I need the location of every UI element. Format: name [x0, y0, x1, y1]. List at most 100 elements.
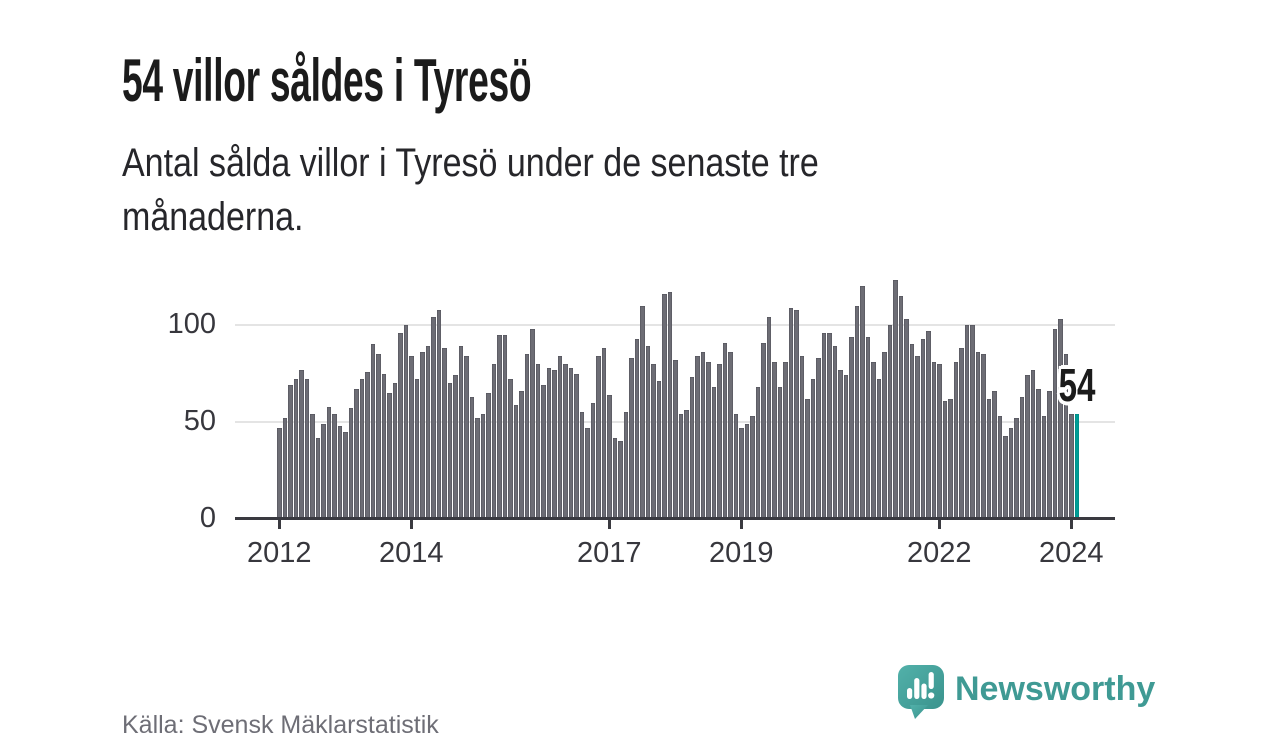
bar: [502, 334, 508, 519]
y-axis-tick-label: 100: [167, 308, 216, 340]
bar: [948, 398, 953, 519]
bar: [838, 369, 843, 519]
bar: [1069, 414, 1074, 519]
bar: [898, 295, 904, 519]
bar: [387, 392, 392, 519]
bar: [920, 338, 926, 519]
bar: [596, 356, 601, 519]
bar: [926, 330, 931, 519]
bar: [282, 418, 288, 519]
bar: [1003, 435, 1008, 519]
bar: [464, 356, 469, 519]
bar: [959, 348, 964, 519]
bar: [293, 379, 299, 519]
bar: [634, 338, 640, 519]
bar: [568, 367, 574, 519]
bar: [964, 325, 970, 519]
bar: [640, 305, 645, 519]
x-axis-tick-label: 2012: [247, 537, 312, 569]
bar: [524, 354, 530, 519]
bar: [414, 379, 420, 519]
bar-chart: 0 50 100 2012 2014 2017 2019 2022 2024 54: [167, 280, 1115, 569]
bar: [673, 359, 678, 519]
bar: [904, 319, 909, 519]
bar: [277, 427, 282, 519]
bar: [711, 387, 717, 519]
bar: [1014, 418, 1019, 519]
bar: [887, 325, 893, 519]
bar: [816, 358, 821, 519]
bar: [348, 408, 354, 519]
bar: [332, 414, 337, 519]
page-subtitle: Antal sålda villor i Tyresö under de sen…: [122, 141, 819, 239]
bar: [761, 342, 766, 519]
bar: [706, 361, 711, 519]
x-axis-tick-label: 2024: [1039, 537, 1104, 569]
bar: [755, 387, 761, 519]
bar: [700, 352, 706, 519]
bar: [1019, 396, 1025, 519]
bar: [1008, 427, 1014, 519]
bar: [695, 356, 700, 519]
bar: [733, 414, 739, 519]
bar: [590, 402, 596, 519]
bar: [854, 305, 860, 519]
bar: [431, 317, 436, 519]
bar: [1052, 328, 1058, 519]
bar: [772, 361, 777, 519]
page-title: 54 villor såldes i Tyresö: [122, 47, 532, 115]
bar: [585, 427, 590, 519]
bar: [981, 354, 986, 519]
bar: [1041, 416, 1047, 519]
bar: [997, 416, 1003, 519]
bar: [618, 441, 623, 519]
bar: [1047, 391, 1052, 519]
bar: [937, 363, 942, 519]
bar: [656, 381, 662, 519]
x-axis-tick: [739, 520, 743, 529]
bar: [409, 356, 414, 519]
bar: [992, 391, 997, 519]
bar: [799, 356, 805, 519]
bar: [821, 332, 827, 519]
bar: [398, 332, 403, 519]
bar: [403, 325, 409, 519]
source-note: Källa: Svensk Mäklarstatistik: [122, 711, 439, 739]
bar: [530, 328, 535, 519]
bar: [662, 294, 667, 519]
bar: [519, 391, 524, 519]
bar: [1058, 319, 1063, 519]
bar: [299, 369, 304, 519]
bar: [777, 387, 783, 519]
bar: [469, 396, 475, 519]
bar: [783, 361, 788, 519]
bar: [392, 383, 398, 519]
y-axis-tick-label: 0: [199, 502, 216, 534]
bar: [607, 394, 612, 519]
bar: [623, 412, 629, 519]
bar: [497, 334, 502, 519]
bar: [1036, 389, 1041, 519]
bar: [370, 344, 376, 519]
bar: [744, 423, 750, 519]
x-axis-tick-label: 2017: [577, 537, 642, 569]
bar: [326, 406, 332, 519]
page: 54 villor såldes i Tyresö Antal sålda vi…: [122, 47, 1156, 739]
bar: [480, 414, 486, 519]
bar: [794, 309, 799, 519]
bar: [865, 336, 871, 519]
bar: [860, 286, 865, 519]
bar: [843, 375, 849, 519]
bar: [420, 352, 425, 519]
bar: [304, 379, 310, 519]
bar: [667, 292, 673, 519]
bar: [321, 423, 326, 519]
bar: [788, 307, 794, 519]
x-axis-tick-label: 2022: [907, 537, 972, 569]
highlight-bar: [1074, 414, 1080, 519]
bar: [315, 437, 321, 519]
bar: [574, 373, 579, 519]
x-axis-tick: [409, 520, 413, 529]
bar: [535, 363, 541, 519]
bar: [1025, 375, 1030, 519]
